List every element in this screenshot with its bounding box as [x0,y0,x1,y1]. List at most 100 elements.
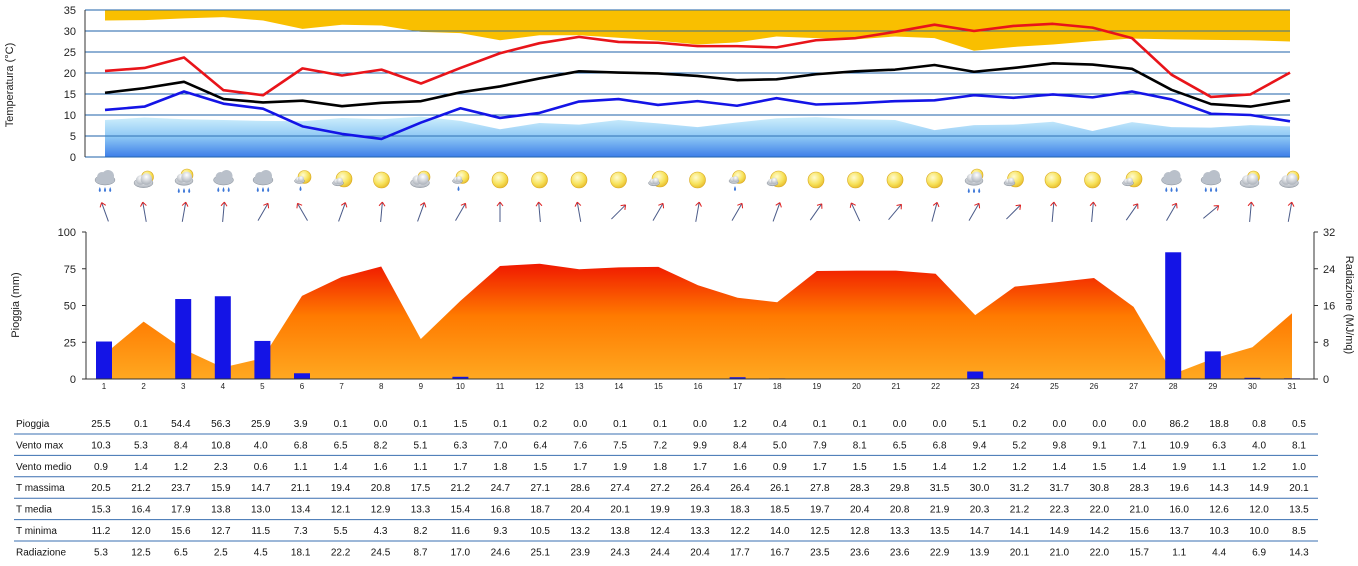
table-cell: 11.6 [451,526,470,537]
weather-cloud-sun-icon [133,170,154,188]
radiation-tick-label: 24 [1323,264,1335,276]
rain-drop [1210,187,1212,192]
wind-arrow-head [99,202,103,208]
wind-arrow-head [741,203,744,209]
table-cell: 0.8 [1252,419,1266,430]
day-tick-label: 30 [1248,382,1257,391]
table-cell: 12.4 [650,526,670,537]
wind-arrow-shaft [1091,201,1094,223]
wind-arrow-icon [1247,201,1255,223]
rain-drop [973,188,975,193]
table-cell: 21.1 [291,483,311,494]
table-cell: 12.5 [131,547,151,558]
wind-arrow-head [1247,201,1252,207]
table-cell: 17.0 [451,547,471,558]
daily-data-table: Pioggia 25.5 0.1 54.4 56.3 25.9 3.9 0.1 0.0 0.1 1.… [14,419,1318,558]
rain-drop [222,187,225,192]
wind-arrow-head [263,202,269,206]
table-cell: 86.2 [1169,419,1189,430]
wind-arrow-head [775,202,781,206]
table-cell: 20.8 [890,505,910,516]
wind-arrow-shaft [1287,202,1293,222]
table-cell: 7.2 [653,440,667,451]
table-cell: 27.2 [650,483,670,494]
table-cell: 13.5 [1289,505,1309,516]
table-cell: 13.4 [291,505,311,516]
cloud-shape [456,176,462,182]
table-cell: 23.6 [890,547,910,558]
wind-arrow-icon [140,201,147,222]
table-cell: 16.4 [131,505,151,516]
wind-arrow-icon [968,202,981,221]
table-cell: 12.0 [1249,505,1269,516]
wind-arrow-head [849,202,852,208]
table-cell: 4.3 [374,526,388,537]
table-cell: 1.2 [1252,462,1266,473]
wind-arrow-head [1132,203,1138,206]
wind-arrow-head [419,202,425,206]
table-cell: 6.3 [453,440,467,451]
weather-sun-drops-icon [452,170,470,191]
day-tick-label: 17 [733,382,742,391]
table-cell: 0.1 [853,419,867,430]
table-cell: 6.8 [933,440,947,451]
table-cell: 12.9 [371,505,391,516]
table-cell: 28.3 [850,483,870,494]
weather-rain-cloud-icon [94,170,116,192]
wind-arrow-shaft [1051,201,1055,223]
table-row-label: T minima [16,526,57,537]
table-cell: 21.2 [131,483,151,494]
table-cell: 13.8 [211,505,231,516]
table-cell: 18.5 [770,505,790,516]
weather-sun-icon [1044,171,1062,189]
wind-arrow-shaft [731,203,743,221]
table-cell: 0.0 [933,419,947,430]
table-cell: 6.4 [533,440,547,451]
cloud-shape [140,173,153,185]
rain-drop [967,188,970,193]
table-cell: 22.9 [930,547,950,558]
table-cell: 27.4 [610,483,630,494]
table-cell: 10.0 [1249,526,1269,537]
wind-arrow-head [936,202,940,208]
table-cell: 0.0 [893,419,907,430]
table-cell: 1.1 [1172,547,1186,558]
table-cell: 0.2 [533,419,547,430]
wind-arrow-icon [496,201,504,222]
table-cell: 27.1 [531,483,551,494]
wind-direction-row [99,201,1295,223]
table-cell: 1.6 [374,462,388,473]
table-cell: 2.3 [214,462,228,473]
table-row-label: Vento medio [16,462,72,473]
weather-rain-cloud-icon [1161,170,1182,192]
wind-arrow-icon [1006,204,1022,220]
table-cell: 0.1 [334,419,348,430]
wind-arrow-shaft [931,202,938,222]
table-cell: 1.6 [733,462,747,473]
table-cell: 5.0 [773,440,787,451]
table-cell: 20.4 [850,505,870,516]
table-cell: 8.4 [733,440,747,451]
table-cell: 24.3 [610,547,630,558]
day-tick-label: 4 [221,382,226,391]
table-cell: 4.0 [1252,440,1266,451]
wind-arrow-icon [257,202,270,221]
wind-arrow-head [1217,205,1220,211]
sun-shape [610,171,627,189]
table-row-label: T massima [16,483,65,494]
sun-shape [1044,171,1062,189]
wind-arrow-icon [695,201,702,222]
cloud-shape [770,177,778,185]
cloud-shape [732,176,739,182]
day-tick-label: 8 [379,382,384,391]
rain-drop [267,187,270,192]
day-tick-label: 29 [1208,382,1217,391]
wind-arrow-shaft [101,202,109,222]
table-cell: 22.0 [1090,547,1110,558]
table-cell: 21.2 [1010,505,1030,516]
table-cell: 21.2 [451,483,471,494]
table-cell: 6.5 [174,547,188,558]
table-cell: 0.2 [1013,419,1027,430]
wind-arrow-shaft [222,201,225,223]
wind-arrow-head [423,202,427,208]
